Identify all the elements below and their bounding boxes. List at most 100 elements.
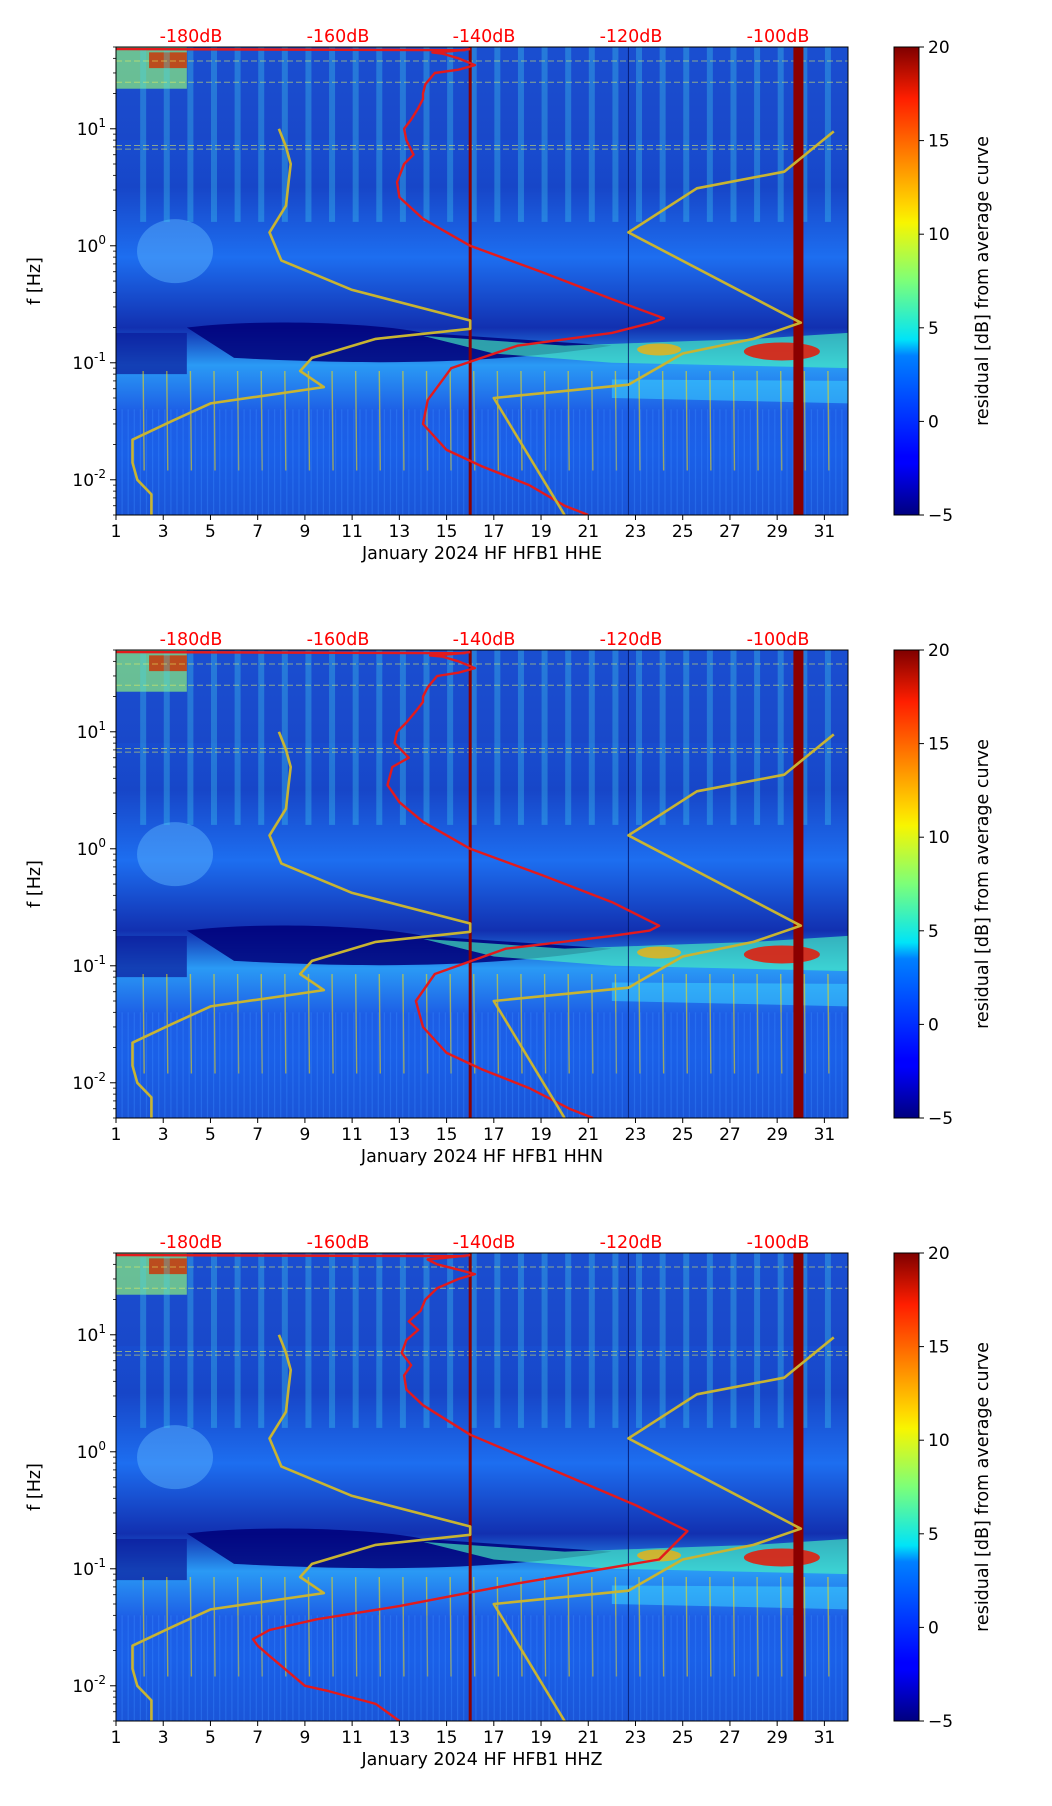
heatmap-daily-streak: [423, 47, 430, 222]
heatmap-event-trace: [496, 1577, 500, 1677]
heatmap-daily-streak: [470, 47, 477, 222]
y-tick-label: 101: [77, 1322, 106, 1346]
heatmap-event-trace: [236, 1577, 240, 1677]
heatmap-daily-streak: [801, 47, 808, 222]
heatmap-daily-streak: [636, 47, 643, 222]
heatmap-daily-streak: [754, 47, 761, 222]
heatmap-daily-streak: [754, 650, 761, 825]
x-tick-label: 5: [205, 522, 216, 542]
heatmap-daily-streak: [376, 47, 383, 222]
heatmap-daily-streak: [777, 1253, 784, 1428]
heatmap-event-trace: [331, 1577, 334, 1677]
heatmap-daily-streak: [824, 47, 831, 222]
heatmap-event-trace: [543, 371, 547, 471]
heatmap-area: [116, 47, 848, 515]
colorbar-tick-label: 10: [928, 225, 950, 245]
heatmap-daily-streak: [187, 47, 194, 222]
x-tick-label: 17: [483, 1125, 505, 1145]
heatmap-daily-streak: [399, 1253, 406, 1428]
heatmap-daily-streak: [636, 650, 643, 825]
heatmap-event-trace: [307, 974, 311, 1074]
noise-model-curve: [131, 731, 472, 1118]
x-tick-label: 21: [577, 1125, 599, 1145]
x-tick-label: 13: [389, 522, 411, 542]
heatmap-event-trace: [756, 974, 759, 1074]
x-tick-label: 29: [766, 1728, 788, 1748]
heatmap-daily-streak: [234, 650, 241, 825]
heatmap-daily-streak: [517, 47, 524, 222]
y-axis-label: f [Hz]: [25, 257, 45, 305]
heatmap-event-trace: [614, 371, 618, 471]
y-tick-label: 10-2: [72, 1070, 106, 1094]
heatmap-daily-streak: [258, 1253, 265, 1428]
x-tick-label: 27: [719, 522, 741, 542]
heatmap-daily-streak: [517, 650, 524, 825]
heatmap-daily-streak: [754, 1253, 761, 1428]
x-tick-label: 19: [530, 522, 552, 542]
colorbar-tick-label: 15: [928, 735, 950, 755]
colorbar-tick-label: 20: [928, 1244, 950, 1264]
x-tick-label: 1: [111, 522, 122, 542]
colorbar: [893, 46, 920, 516]
heatmap-hot-spot: [637, 343, 682, 356]
y-tick-label: 10-2: [72, 1673, 106, 1697]
heatmap-daily-streak: [140, 1253, 147, 1428]
heatmap-hf-region: [116, 1253, 848, 1347]
heatmap-event-trace: [166, 974, 169, 1074]
heatmap-daily-streak: [423, 650, 430, 825]
colorbar-label: residual [dB] from average curve: [973, 739, 993, 1029]
colorbar-tick-label: 10: [928, 828, 950, 848]
colorbar: [893, 649, 920, 1119]
heatmap-daily-streak: [659, 47, 666, 222]
top-db-label: -120dB: [600, 27, 663, 47]
heatmap-event-trace: [709, 1577, 712, 1677]
heatmap-daily-streak: [352, 650, 359, 825]
noise-model-curve: [131, 128, 472, 515]
colorbar-tick-label: 0: [928, 412, 939, 432]
colorbar-tick-label: 0: [928, 1618, 939, 1638]
heatmap-daily-streak: [210, 650, 217, 825]
x-tick-label: 5: [205, 1728, 216, 1748]
heatmap-daily-streak: [565, 650, 572, 825]
x-tick-label: 3: [158, 1728, 169, 1748]
y-tick-label: 101: [77, 116, 106, 140]
heatmap-event-trace: [402, 1577, 405, 1677]
heatmap-daily-streak: [470, 650, 477, 825]
heatmap-daily-streak: [777, 650, 784, 825]
x-tick-label: 25: [672, 522, 694, 542]
x-tick-label: 11: [341, 1728, 363, 1748]
heatmap-event-trace: [307, 371, 311, 471]
heatmap-microseism-band: [611, 982, 848, 1007]
heatmap-event-trace: [142, 371, 145, 471]
y-tick-label: 101: [77, 719, 106, 743]
heatmap-daily-streak: [588, 1253, 595, 1428]
heatmap-hf-region: [116, 650, 848, 744]
heatmap-event-trace: [567, 1577, 570, 1677]
heatmap-event-trace: [803, 371, 807, 471]
heatmap-daily-streak: [612, 1253, 619, 1428]
heatmap-event-trace: [661, 974, 665, 1074]
heatmap-event-trace: [685, 1577, 688, 1677]
heatmap-hf-hot-region: [149, 1258, 187, 1275]
heatmap-hf-hot-region: [149, 655, 187, 672]
heatmap-event-trace: [661, 371, 665, 471]
heatmap-daily-streak: [258, 650, 265, 825]
colorbar-label: residual [dB] from average curve: [973, 1342, 993, 1632]
x-tick-label: 9: [299, 522, 310, 542]
heatmap-daily-streak: [541, 650, 548, 825]
x-axis-label: January 2024 HF HFB1 HHE: [361, 544, 602, 564]
heatmap-event-trace: [780, 974, 783, 1074]
heatmap-daily-streak: [281, 1253, 288, 1428]
heatmap-event-trace: [732, 1577, 736, 1677]
heatmap-event-trace: [685, 974, 688, 1074]
x-tick-label: 15: [436, 1728, 458, 1748]
heatmap-event-trace: [307, 1577, 311, 1677]
heatmap-bright-blob: [137, 219, 214, 284]
heatmap-event-trace: [614, 974, 618, 1074]
heatmap-event-trace: [638, 371, 641, 471]
x-tick-label: 23: [625, 1125, 647, 1145]
x-tick-label: 15: [436, 522, 458, 542]
top-db-label: -180dB: [160, 1233, 223, 1253]
heatmap-event-trace: [473, 974, 476, 1074]
heatmap-hot-spot: [743, 342, 820, 361]
